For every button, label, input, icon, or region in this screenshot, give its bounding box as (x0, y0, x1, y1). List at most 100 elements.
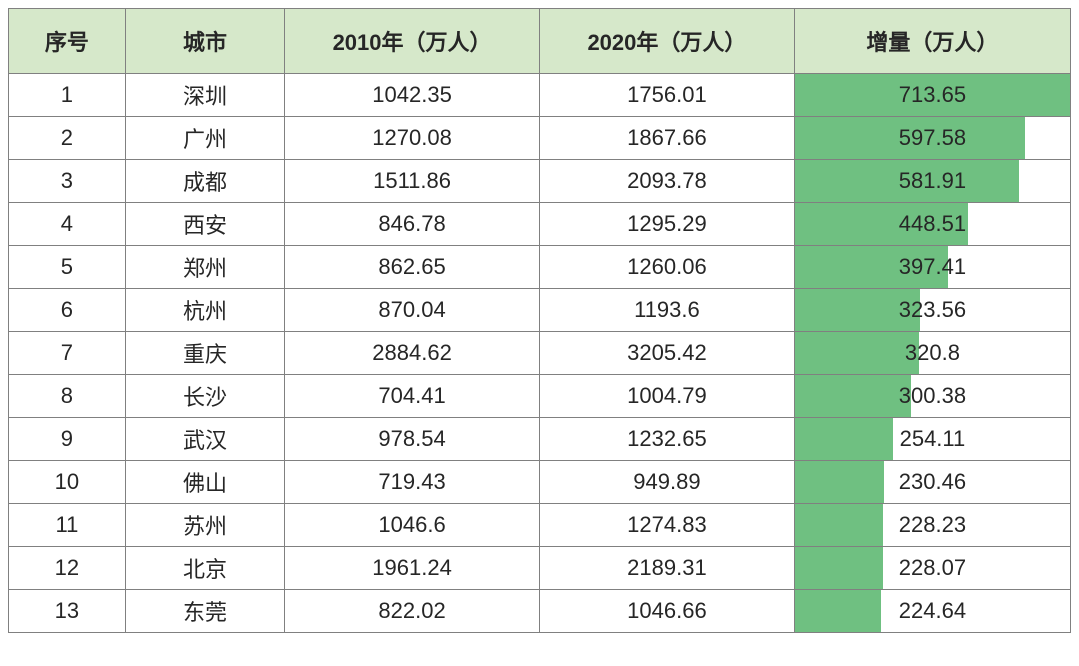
cell-city: 长沙 (125, 375, 284, 418)
cell-2010: 1511.86 (285, 160, 540, 203)
cell-delta: 597.58 (794, 117, 1070, 160)
cell-city: 杭州 (125, 289, 284, 332)
header-2020: 2020年（万人） (539, 9, 794, 74)
cell-2020: 1193.6 (539, 289, 794, 332)
cell-2010: 1961.24 (285, 547, 540, 590)
bar-fill (795, 418, 893, 460)
table-row: 1深圳1042.351756.01 713.65 (9, 74, 1071, 117)
cell-city: 成都 (125, 160, 284, 203)
table-row: 2广州1270.081867.66 597.58 (9, 117, 1071, 160)
bar-label: 224.64 (899, 598, 966, 624)
city-population-table: 序号 城市 2010年（万人） 2020年（万人） 增量（万人） 1深圳1042… (8, 8, 1071, 633)
cell-rank: 7 (9, 332, 126, 375)
cell-2010: 1046.6 (285, 504, 540, 547)
cell-2010: 719.43 (285, 461, 540, 504)
cell-delta: 228.07 (794, 547, 1070, 590)
cell-delta: 397.41 (794, 246, 1070, 289)
table-head: 序号 城市 2010年（万人） 2020年（万人） 增量（万人） (9, 9, 1071, 74)
bar-label: 228.23 (899, 512, 966, 538)
cell-2010: 870.04 (285, 289, 540, 332)
cell-2010: 1042.35 (285, 74, 540, 117)
bar-fill (795, 461, 884, 503)
bar-wrap: 448.51 (795, 203, 1070, 245)
cell-2020: 1260.06 (539, 246, 794, 289)
cell-2020: 1046.66 (539, 590, 794, 633)
cell-rank: 5 (9, 246, 126, 289)
cell-2020: 1756.01 (539, 74, 794, 117)
bar-fill (795, 332, 919, 374)
bar-wrap: 230.46 (795, 461, 1070, 503)
cell-rank: 1 (9, 74, 126, 117)
cell-rank: 4 (9, 203, 126, 246)
cell-2010: 822.02 (285, 590, 540, 633)
bar-wrap: 228.23 (795, 504, 1070, 546)
cell-city: 深圳 (125, 74, 284, 117)
bar-label: 597.58 (899, 125, 966, 151)
cell-2020: 1274.83 (539, 504, 794, 547)
table-row: 4西安846.781295.29 448.51 (9, 203, 1071, 246)
cell-2010: 1270.08 (285, 117, 540, 160)
cell-delta: 448.51 (794, 203, 1070, 246)
table-row: 9武汉978.541232.65254.11 (9, 418, 1071, 461)
cell-2020: 1867.66 (539, 117, 794, 160)
bar-wrap: 597.58 (795, 117, 1070, 159)
table-row: 13东莞822.021046.66224.64 (9, 590, 1071, 633)
bar-fill (795, 504, 883, 546)
cell-2020: 2189.31 (539, 547, 794, 590)
bar-label: 230.46 (899, 469, 966, 495)
cell-city: 东莞 (125, 590, 284, 633)
cell-rank: 10 (9, 461, 126, 504)
table-row: 7重庆2884.623205.42320.8 (9, 332, 1071, 375)
cell-2020: 3205.42 (539, 332, 794, 375)
header-2010: 2010年（万人） (285, 9, 540, 74)
bar-label: 581.91 (899, 168, 966, 194)
cell-city: 北京 (125, 547, 284, 590)
cell-city: 西安 (125, 203, 284, 246)
cell-delta: 228.23 (794, 504, 1070, 547)
bar-wrap: 254.11 (795, 418, 1070, 460)
bar-label: 228.07 (899, 555, 966, 581)
bar-label: 713.65 (899, 82, 966, 108)
table-row: 10佛山719.43949.89 230.46 (9, 461, 1071, 504)
cell-2020: 1295.29 (539, 203, 794, 246)
cell-delta: 713.65 (794, 74, 1070, 117)
cell-delta: 300.38 (794, 375, 1070, 418)
bar-wrap: 228.07 (795, 547, 1070, 589)
table-row: 6杭州870.041193.6 323.56 (9, 289, 1071, 332)
bar-wrap: 224.64 (795, 590, 1070, 632)
bar-wrap: 300.38 (795, 375, 1070, 417)
cell-delta: 224.64 (794, 590, 1070, 633)
cell-rank: 3 (9, 160, 126, 203)
cell-delta: 581.91 (794, 160, 1070, 203)
bar-label: 320.8 (905, 340, 960, 366)
cell-rank: 6 (9, 289, 126, 332)
table-row: 11苏州1046.61274.83228.23 (9, 504, 1071, 547)
cell-2020: 1004.79 (539, 375, 794, 418)
bar-label: 323.56 (899, 297, 966, 323)
bar-label: 448.51 (899, 211, 966, 237)
cell-2020: 949.89 (539, 461, 794, 504)
header-delta: 增量（万人） (794, 9, 1070, 74)
header-city: 城市 (125, 9, 284, 74)
cell-rank: 8 (9, 375, 126, 418)
cell-city: 郑州 (125, 246, 284, 289)
bar-label: 397.41 (899, 254, 966, 280)
cell-2010: 862.65 (285, 246, 540, 289)
cell-2010: 846.78 (285, 203, 540, 246)
cell-delta: 323.56 (794, 289, 1070, 332)
cell-2010: 704.41 (285, 375, 540, 418)
cell-city: 苏州 (125, 504, 284, 547)
bar-label: 300.38 (899, 383, 966, 409)
cell-city: 佛山 (125, 461, 284, 504)
table-row: 5郑州862.651260.06 397.41 (9, 246, 1071, 289)
cell-city: 重庆 (125, 332, 284, 375)
cell-rank: 12 (9, 547, 126, 590)
cell-rank: 2 (9, 117, 126, 160)
header-rank: 序号 (9, 9, 126, 74)
bar-wrap: 323.56 (795, 289, 1070, 331)
cell-city: 广州 (125, 117, 284, 160)
cell-delta: 254.11 (794, 418, 1070, 461)
cell-delta: 320.8 (794, 332, 1070, 375)
header-row: 序号 城市 2010年（万人） 2020年（万人） 增量（万人） (9, 9, 1071, 74)
bar-wrap: 713.65 (795, 74, 1070, 116)
